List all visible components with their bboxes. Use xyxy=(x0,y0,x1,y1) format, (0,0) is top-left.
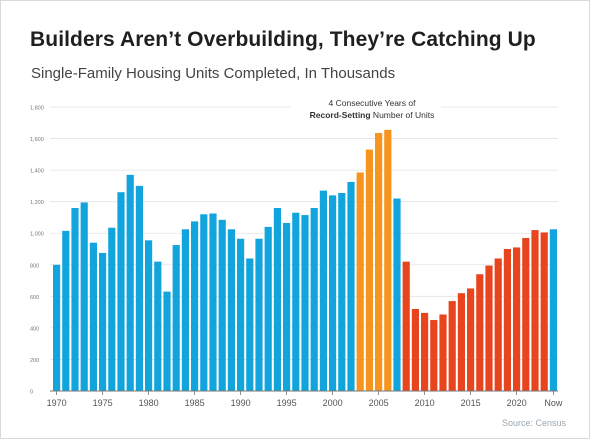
x-tick-label: 1980 xyxy=(139,398,159,408)
bar-1997 xyxy=(301,215,309,391)
y-tick-label: 800 xyxy=(30,263,39,269)
y-tick-label: 0 xyxy=(30,390,33,396)
bar-1990 xyxy=(237,238,245,391)
x-axis-ticks: 1970 1975 1980 1985 1990 1995 2000 2005 2010 2015… xyxy=(47,391,563,408)
bar-1987 xyxy=(209,213,217,391)
y-axis-ticks: 0 200 400 600 800 1,000 1,200 1,400 1,600 1,800 xyxy=(30,106,44,396)
bar-2005 xyxy=(375,133,383,391)
chart-title: Builders Aren’t Overbuilding, They’re Ca… xyxy=(30,28,536,51)
bar-1996 xyxy=(292,212,300,391)
x-tick-label: 2015 xyxy=(461,398,481,408)
chart-subtitle: Single-Family Housing Units Completed, I… xyxy=(31,65,396,82)
bar-1971 xyxy=(62,230,70,391)
bar-1989 xyxy=(227,229,235,391)
bar-2008 xyxy=(402,261,410,391)
bar-1972 xyxy=(71,207,79,391)
bar-2018 xyxy=(494,258,502,391)
bar-Now xyxy=(549,229,557,391)
bar-1974 xyxy=(89,242,97,391)
annotation-bold-text: Record-Setting xyxy=(310,110,371,120)
y-tick-label: 600 xyxy=(30,295,39,301)
bar-1986 xyxy=(200,214,208,391)
bar-2007 xyxy=(393,198,401,391)
bar-1980 xyxy=(145,240,153,391)
bar-2019 xyxy=(503,249,511,391)
x-tick-label: Now xyxy=(544,398,563,408)
bar-2009 xyxy=(411,308,419,391)
bar-1985 xyxy=(191,221,199,391)
bar-2011 xyxy=(430,320,438,391)
x-tick-label: 2010 xyxy=(415,398,435,408)
y-tick-label: 400 xyxy=(30,326,39,332)
bar-2001 xyxy=(338,192,346,391)
x-tick-label: 1970 xyxy=(47,398,67,408)
bar-2020 xyxy=(513,247,521,391)
bar-2003 xyxy=(356,172,364,391)
bar-2010 xyxy=(421,312,429,391)
bar-1999 xyxy=(319,190,327,391)
y-tick-label: 1,600 xyxy=(30,137,44,143)
x-tick-label: 1990 xyxy=(231,398,251,408)
bar-2023 xyxy=(540,232,548,391)
y-tick-label: 1,200 xyxy=(30,200,44,206)
bars xyxy=(53,129,557,391)
bar-1970 xyxy=(53,264,61,391)
x-tick-label: 2020 xyxy=(507,398,527,408)
bar-1988 xyxy=(218,219,226,391)
bar-1984 xyxy=(181,229,189,391)
bar-1998 xyxy=(310,207,318,391)
bar-1992 xyxy=(255,238,263,391)
bar-1973 xyxy=(80,202,88,391)
bar-1975 xyxy=(99,252,107,391)
bar-1991 xyxy=(246,258,254,391)
bar-2006 xyxy=(384,129,392,391)
bar-2014 xyxy=(457,293,465,391)
bar-1993 xyxy=(264,226,272,391)
bar-2002 xyxy=(347,181,355,391)
bar-2004 xyxy=(365,149,373,391)
source-note: Source: Census xyxy=(501,418,566,428)
x-tick-label: 1985 xyxy=(185,398,205,408)
annotation-background xyxy=(291,96,441,126)
bar-2021 xyxy=(522,237,530,391)
y-tick-label: 1,400 xyxy=(30,169,44,175)
bar-2015 xyxy=(467,288,475,391)
bar-1982 xyxy=(163,291,171,391)
bar-1981 xyxy=(154,261,162,391)
y-tick-label: 1,800 xyxy=(30,106,44,112)
bar-2022 xyxy=(531,230,539,391)
bar-2000 xyxy=(329,195,337,391)
x-tick-label: 1975 xyxy=(93,398,113,408)
bar-1995 xyxy=(283,222,291,391)
x-tick-label: 2005 xyxy=(369,398,389,408)
bar-1977 xyxy=(117,192,125,391)
annotation-line-2: Record-Setting Number of Units xyxy=(310,110,435,120)
bar-1978 xyxy=(126,174,134,391)
bar-1983 xyxy=(172,245,180,391)
x-tick-label: 1995 xyxy=(277,398,297,408)
x-tick-label: 2000 xyxy=(323,398,343,408)
annotation-rest-text: Number of Units xyxy=(371,110,435,120)
y-tick-label: 1,000 xyxy=(30,232,44,238)
bar-1994 xyxy=(273,207,281,391)
bar-2013 xyxy=(448,301,456,391)
y-tick-label: 200 xyxy=(30,358,39,364)
bar-1979 xyxy=(135,185,143,391)
bar-2017 xyxy=(485,265,493,391)
annotation-line-1: 4 Consecutive Years of xyxy=(329,98,417,108)
bar-2012 xyxy=(439,314,447,391)
bar-2016 xyxy=(476,274,484,391)
bar-1976 xyxy=(108,227,116,391)
